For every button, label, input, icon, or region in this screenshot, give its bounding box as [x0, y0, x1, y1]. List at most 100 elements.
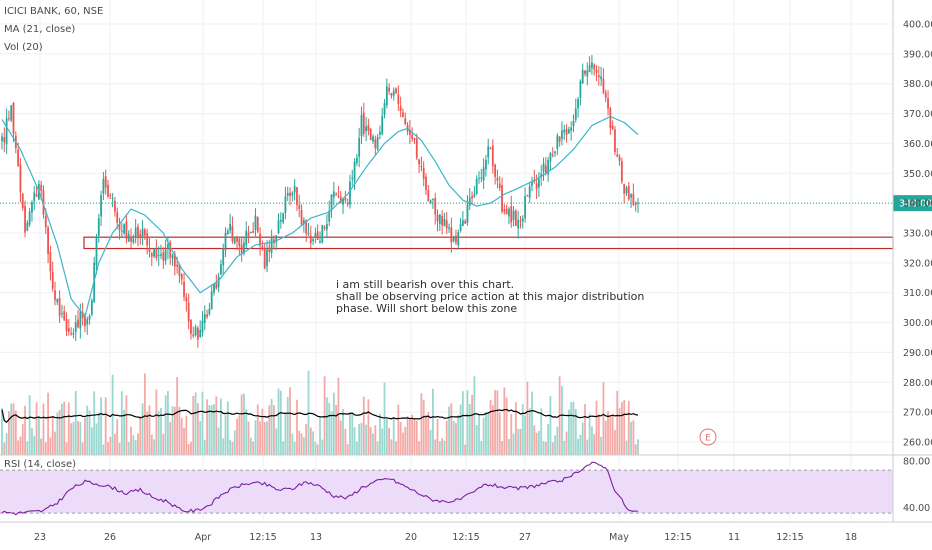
candle-body[interactable] — [180, 274, 183, 280]
candle-body[interactable] — [413, 138, 416, 140]
candle-body[interactable] — [194, 327, 197, 336]
candle-body[interactable] — [17, 149, 20, 166]
candle-body[interactable] — [505, 208, 508, 215]
candle-body[interactable] — [508, 208, 510, 217]
candle-body[interactable] — [411, 134, 414, 140]
candle-body[interactable] — [118, 224, 121, 231]
candle-body[interactable] — [353, 161, 356, 181]
candle-body[interactable] — [399, 106, 402, 112]
candle-body[interactable] — [328, 210, 331, 222]
candle-body[interactable] — [90, 300, 93, 315]
candle-body[interactable] — [521, 218, 524, 222]
candle-body[interactable] — [21, 193, 24, 209]
candle-body[interactable] — [540, 173, 543, 178]
candle-body[interactable] — [408, 129, 411, 135]
candle-body[interactable] — [190, 320, 192, 334]
candle-body[interactable] — [222, 248, 225, 266]
candle-body[interactable] — [192, 334, 195, 337]
candle-body[interactable] — [114, 200, 116, 212]
candle-body[interactable] — [302, 220, 305, 224]
candle-body[interactable] — [28, 211, 31, 225]
candle-body[interactable] — [531, 182, 533, 186]
candle-body[interactable] — [243, 242, 245, 254]
candle-body[interactable] — [367, 125, 370, 131]
resistance-zone-rect[interactable] — [83, 236, 894, 250]
candle-body[interactable] — [595, 69, 598, 73]
candle-body[interactable] — [203, 314, 206, 323]
candle-body[interactable] — [263, 248, 266, 269]
candle-body[interactable] — [600, 76, 603, 80]
candle-body[interactable] — [70, 333, 73, 335]
candle-body[interactable] — [591, 62, 593, 68]
candle-body[interactable] — [376, 137, 379, 150]
candle-body[interactable] — [402, 112, 404, 117]
candle-body[interactable] — [381, 115, 384, 135]
candle-body[interactable] — [289, 192, 291, 197]
candle-body[interactable] — [597, 75, 600, 78]
candle-body[interactable] — [577, 99, 579, 109]
candle-body[interactable] — [565, 128, 568, 136]
candle-body[interactable] — [116, 211, 119, 223]
candle-body[interactable] — [220, 264, 222, 275]
candle-body[interactable] — [229, 223, 232, 231]
candle-body[interactable] — [323, 226, 326, 229]
candle-body[interactable] — [254, 215, 257, 230]
candle-body[interactable] — [226, 230, 229, 234]
candle-body[interactable] — [97, 218, 100, 236]
candle-body[interactable] — [625, 187, 628, 194]
candle-body[interactable] — [434, 197, 437, 215]
candle-body[interactable] — [556, 135, 559, 149]
candle-body[interactable] — [153, 248, 155, 257]
earnings-marker-group[interactable]: E — [699, 428, 717, 446]
candle-body[interactable] — [581, 69, 584, 84]
candle-body[interactable] — [54, 290, 56, 300]
chart-annotation[interactable]: i am still bearish over this chart. shal… — [336, 279, 644, 315]
candle-body[interactable] — [185, 296, 188, 302]
candle-body[interactable] — [623, 184, 626, 194]
candle-body[interactable] — [475, 178, 478, 194]
candle-body[interactable] — [369, 128, 372, 141]
candle-body[interactable] — [134, 227, 137, 238]
candle-body[interactable] — [157, 255, 160, 257]
candle-body[interactable] — [183, 282, 185, 297]
candle-body[interactable] — [588, 65, 591, 73]
candle-body[interactable] — [81, 312, 84, 319]
candle-body[interactable] — [321, 224, 324, 243]
candle-body[interactable] — [503, 209, 506, 212]
candle-body[interactable] — [74, 322, 77, 332]
candle-body[interactable] — [388, 87, 391, 92]
candle-body[interactable] — [487, 146, 490, 158]
candle-body[interactable] — [429, 200, 432, 204]
candle-body[interactable] — [24, 205, 26, 233]
candle-body[interactable] — [252, 230, 255, 233]
candle-body[interactable] — [390, 93, 393, 96]
candle-body[interactable] — [224, 232, 227, 251]
candle-body[interactable] — [111, 197, 114, 199]
candle-body[interactable] — [312, 239, 314, 242]
candle-body[interactable] — [305, 220, 308, 234]
candle-body[interactable] — [385, 86, 388, 106]
candle-body[interactable] — [501, 185, 503, 212]
candle-body[interactable] — [171, 254, 174, 259]
candle-body[interactable] — [491, 145, 494, 166]
candle-body[interactable] — [143, 229, 146, 236]
candle-body[interactable] — [528, 186, 531, 198]
candle-body[interactable] — [452, 236, 455, 241]
candle-body[interactable] — [319, 240, 321, 243]
candle-body[interactable] — [31, 202, 33, 213]
candle-body[interactable] — [498, 183, 501, 188]
candle-body[interactable] — [344, 198, 347, 201]
candle-body[interactable] — [109, 194, 112, 196]
candle-body[interactable] — [485, 159, 487, 170]
candle-body[interactable] — [33, 192, 36, 202]
candle-body[interactable] — [259, 233, 261, 246]
candle-body[interactable] — [187, 302, 190, 322]
candle-body[interactable] — [79, 311, 82, 329]
candle-body[interactable] — [351, 177, 354, 179]
candle-body[interactable] — [120, 230, 123, 232]
candle-body[interactable] — [208, 308, 211, 315]
candle-body[interactable] — [586, 70, 589, 77]
candle-body[interactable] — [512, 210, 515, 220]
candle-body[interactable] — [397, 94, 400, 104]
candle-body[interactable] — [468, 197, 471, 206]
